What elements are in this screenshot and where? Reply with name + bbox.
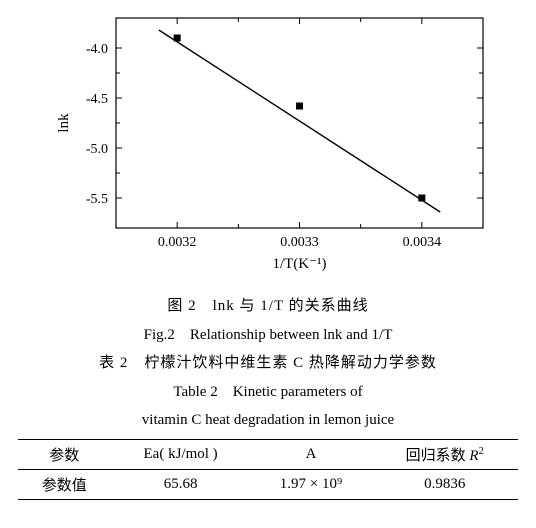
col-param: 参数 — [18, 439, 111, 469]
svg-text:0.0034: 0.0034 — [403, 235, 442, 250]
tab-caption-en-2: vitamin C heat degradation in lemon juic… — [18, 406, 518, 435]
svg-text:0.0033: 0.0033 — [280, 235, 319, 250]
svg-text:0.0032: 0.0032 — [158, 235, 197, 250]
svg-text:-5.0: -5.0 — [86, 142, 108, 157]
svg-text:-4.5: -4.5 — [86, 92, 108, 107]
fig-caption-cn: 图 2 lnk 与 1/T 的关系曲线 — [18, 292, 518, 321]
val-ea: 65.68 — [111, 469, 251, 499]
val-a: 1.97 × 10⁹ — [251, 469, 372, 499]
tab-caption-en-1: Table 2 Kinetic parameters of — [18, 378, 518, 407]
col-r2-prefix: 回归系数 — [406, 448, 470, 464]
col-ea: Ea( kJ/mol ) — [111, 439, 251, 469]
tab-caption-cn: 表 2 柠檬汁饮料中维生素 C 热降解动力学参数 — [18, 349, 518, 378]
col-r2: 回归系数 R2 — [371, 439, 518, 469]
svg-text:1/T(K⁻¹): 1/T(K⁻¹) — [272, 256, 326, 272]
fig-caption-en: Fig.2 Relationship between lnk and 1/T — [18, 321, 518, 350]
row-label: 参数值 — [18, 469, 111, 499]
table-header-row: 参数 Ea( kJ/mol ) A 回归系数 R2 — [18, 439, 518, 469]
svg-text:-4.0: -4.0 — [86, 42, 108, 57]
table-row: 参数值 65.68 1.97 × 10⁹ 0.9836 — [18, 469, 518, 499]
arrhenius-chart: -4.0 -4.5 -5.0 -5.5 0.0032 0.0033 0.0034 1/T(K⁻… — [38, 6, 498, 286]
col-r2-sup: 2 — [479, 446, 484, 457]
val-r2: 0.9836 — [371, 469, 518, 499]
svg-text:-5.5: -5.5 — [86, 192, 108, 207]
col-a: A — [251, 439, 372, 469]
col-r2-sym: R — [469, 448, 478, 464]
svg-text:lnk: lnk — [56, 113, 72, 133]
figure-captions: 图 2 lnk 与 1/T 的关系曲线 Fig.2 Relationship b… — [18, 292, 518, 435]
kinetic-params-table: 参数 Ea( kJ/mol ) A 回归系数 R2 参数值 65.68 1.97… — [18, 439, 518, 500]
